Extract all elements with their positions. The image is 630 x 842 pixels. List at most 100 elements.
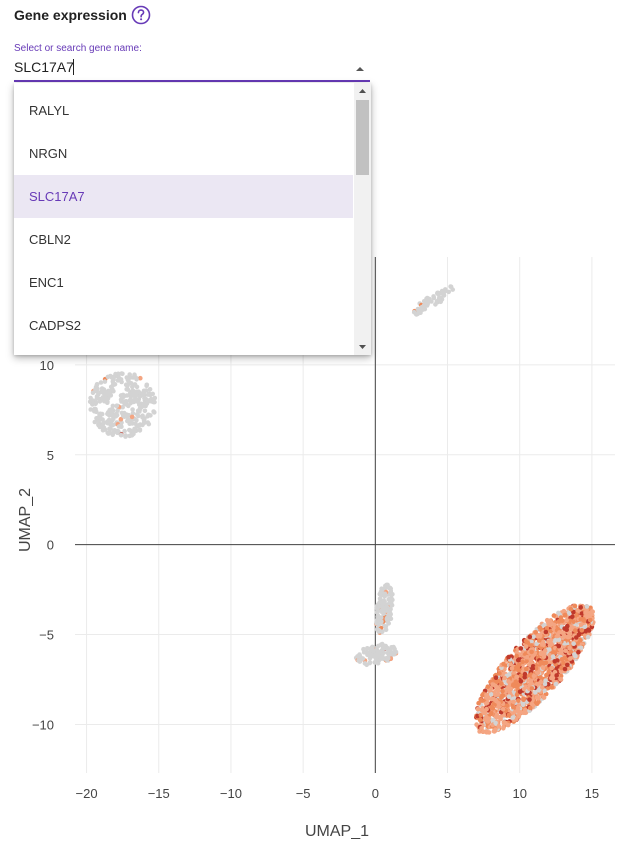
- cell-point: [552, 659, 558, 664]
- cell-point: [387, 601, 393, 606]
- cell-point: [484, 692, 489, 698]
- cell-point: [531, 673, 537, 679]
- cell-point: [584, 604, 590, 609]
- cell-point: [151, 399, 156, 405]
- dropdown-scrollbar[interactable]: [354, 83, 371, 355]
- cell-point: [130, 407, 135, 412]
- gene-select-field[interactable]: Select or search gene name:: [14, 40, 370, 82]
- scroll-thumb[interactable]: [356, 100, 369, 175]
- cell-point: [385, 615, 390, 621]
- gene-option[interactable]: ENC1: [29, 275, 64, 290]
- cell-point: [533, 630, 538, 635]
- cell-point: [140, 413, 145, 419]
- cell-point: [529, 649, 534, 655]
- cell-point: [506, 712, 512, 718]
- question-circle-icon[interactable]: [131, 5, 151, 25]
- cell-point: [373, 659, 379, 664]
- cell-point: [480, 706, 486, 711]
- cell-point: [96, 392, 101, 397]
- cell-point: [129, 421, 135, 426]
- cell-point: [575, 607, 580, 613]
- cell-point: [493, 692, 498, 698]
- cell-point: [383, 624, 389, 629]
- gene-search-input[interactable]: [14, 57, 334, 77]
- cell-point: [361, 646, 366, 652]
- cell-point: [530, 666, 536, 671]
- cell-point: [544, 672, 549, 678]
- cell-point: [98, 380, 104, 385]
- cell-point: [524, 654, 530, 660]
- cell-point: [565, 634, 570, 640]
- cell-point: [514, 684, 520, 689]
- cell-point: [587, 617, 593, 623]
- cell-point: [120, 404, 125, 410]
- caret-up-icon[interactable]: [354, 61, 366, 71]
- cell-point: [110, 403, 116, 409]
- cell-point: [446, 289, 452, 295]
- cell-point: [390, 592, 395, 597]
- gene-option[interactable]: NRGN: [29, 146, 68, 161]
- cell-point: [564, 618, 569, 623]
- cell-point: [527, 697, 532, 702]
- cell-point: [378, 590, 383, 596]
- cell-point: [90, 402, 95, 407]
- cell-point: [556, 610, 561, 616]
- cell-point: [572, 652, 577, 657]
- cell-point: [559, 657, 565, 662]
- cell-point: [529, 686, 535, 691]
- cell-point: [115, 378, 121, 383]
- cell-point: [144, 382, 150, 388]
- cell-point: [563, 648, 568, 653]
- cell-point: [118, 397, 124, 402]
- cell-point: [120, 371, 125, 377]
- cell-point: [523, 644, 529, 649]
- cell-point: [538, 651, 544, 657]
- cell-point: [105, 374, 111, 380]
- cell-point: [370, 648, 376, 654]
- cell-point: [431, 294, 436, 299]
- cell-point: [97, 414, 103, 420]
- cell-point: [505, 686, 510, 692]
- cell-point: [119, 379, 124, 385]
- cell-point: [360, 656, 365, 661]
- gene-option[interactable]: CADPS2: [29, 318, 82, 333]
- gene-option[interactable]: SLC17A7: [14, 175, 353, 218]
- cell-point: [518, 673, 524, 679]
- cell-point: [128, 428, 133, 434]
- cell-point: [376, 617, 381, 623]
- cell-point: [132, 372, 137, 378]
- cell-point: [550, 654, 556, 659]
- cell-point: [131, 399, 136, 405]
- cell-point: [132, 428, 138, 434]
- cell-point: [107, 412, 112, 418]
- gene-option[interactable]: CBLN2: [29, 232, 71, 247]
- cell-point: [94, 416, 99, 421]
- cell-point: [496, 704, 501, 709]
- cell-point: [389, 651, 395, 657]
- cell-point: [381, 600, 387, 606]
- cell-point: [574, 635, 579, 640]
- cell-point: [499, 681, 504, 686]
- cell-point: [355, 654, 360, 659]
- cell-point: [587, 613, 592, 619]
- cell-point: [547, 652, 552, 658]
- zero-lines: [75, 257, 615, 773]
- cell-point: [362, 661, 368, 666]
- cell-point: [100, 397, 106, 402]
- scroll-down-arrow-icon[interactable]: [354, 339, 371, 355]
- cell-point: [583, 610, 588, 615]
- cell-point: [108, 384, 114, 390]
- cell-point: [551, 613, 557, 618]
- cell-points: [87, 284, 596, 735]
- gene-option[interactable]: RALYL: [29, 103, 70, 118]
- cell-point: [375, 614, 380, 619]
- cell-point: [115, 408, 120, 414]
- x-tick-label: 5: [444, 786, 451, 801]
- cell-point: [570, 614, 575, 619]
- cell-point: [529, 639, 534, 645]
- scroll-up-arrow-icon[interactable]: [354, 83, 371, 99]
- x-tick-label: 10: [512, 786, 526, 801]
- cell-point: [565, 662, 570, 668]
- cell-point: [481, 729, 486, 734]
- cell-point: [148, 413, 153, 418]
